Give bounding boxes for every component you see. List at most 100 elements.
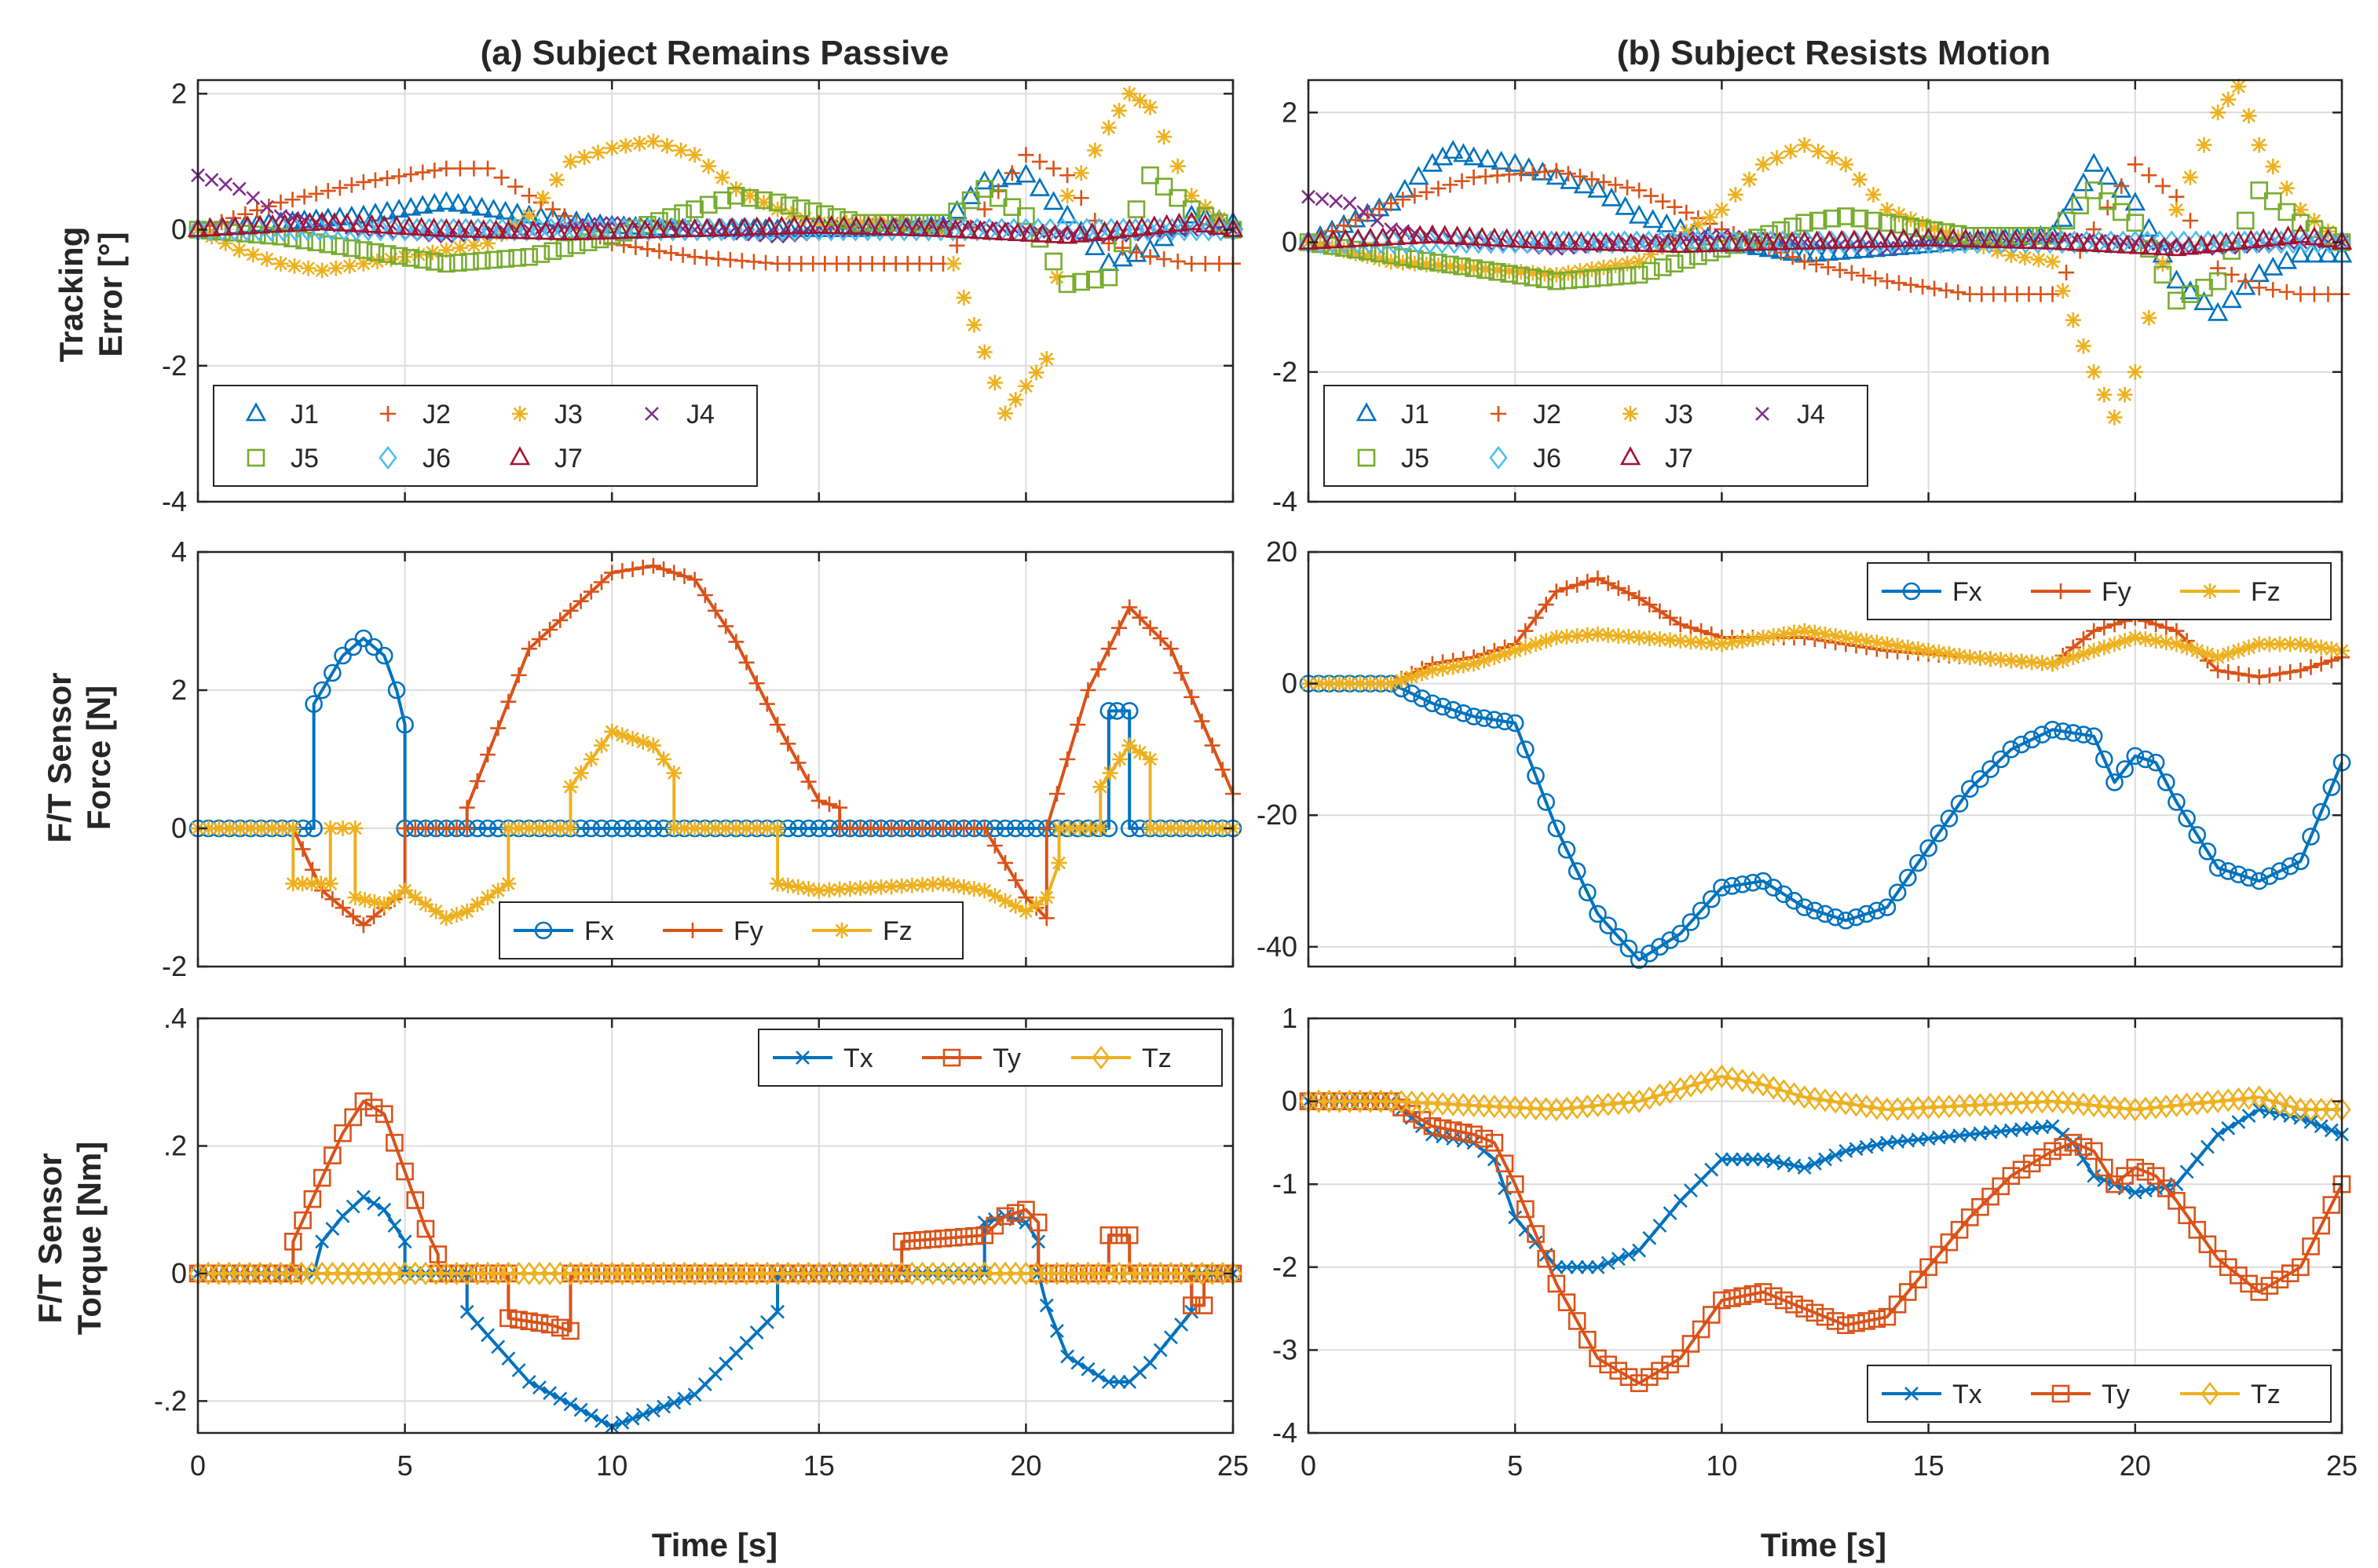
data-point-Fy [738, 654, 755, 671]
data-point-Ty [1671, 1349, 1690, 1368]
data-point-Fz [386, 890, 403, 905]
data-point-J7 [274, 213, 295, 232]
data-point-Fx [396, 715, 414, 734]
data-point-J3 [1169, 158, 1186, 174]
data-point-J5 [1772, 221, 1790, 239]
x-tick-label: 15 [803, 1449, 835, 1482]
data-point-J7 [1781, 231, 1803, 250]
data-point-Ty [955, 1227, 973, 1246]
data-point-J1 [1001, 166, 1023, 185]
legend: Fx Fy Fz [499, 901, 964, 959]
data-point-J3 [1383, 254, 1399, 270]
data-point-J7 [1156, 214, 1177, 233]
data-point-Fz [1162, 821, 1179, 836]
data-point-J2 [1454, 173, 1470, 189]
data-point-Fx [996, 819, 1015, 838]
data-point-J3 [1430, 258, 1447, 274]
data-point-Fz [1142, 821, 1158, 836]
data-point-Fy [1652, 603, 1668, 620]
legend-marker-Fy [685, 923, 701, 938]
legend-marker-Fy [2053, 583, 2069, 599]
data-point-Ty [934, 1229, 953, 1248]
data-point-Tx [1112, 1375, 1126, 1389]
data-point-Fy [469, 773, 485, 789]
data-point-J5 [295, 231, 313, 250]
data-point-Fy [304, 861, 320, 878]
data-point-J7 [2017, 230, 2039, 250]
data-point-Fz [1569, 627, 1586, 644]
data-point-Ty [2292, 1258, 2310, 1277]
data-point-J1 [1573, 174, 1595, 194]
data-point-J7 [746, 216, 767, 236]
data-point-Fy [542, 622, 558, 638]
data-point-Fy [1070, 717, 1086, 733]
legend-label-J3: J3 [554, 400, 583, 429]
data-point-Ty [1485, 1134, 1504, 1152]
data-point-Fx [1120, 702, 1139, 720]
data-point-Fz [1071, 821, 1088, 836]
data-point-Ty [2074, 1138, 2093, 1156]
data-point-Ty [1847, 1314, 1865, 1332]
data-point-J4 [232, 181, 247, 196]
data-point-Ty [1194, 1296, 1213, 1314]
data-point-Fx [613, 819, 631, 838]
data-point-Ty [2260, 1277, 2279, 1295]
data-point-Fy [1121, 599, 1138, 616]
data-point-Fz [770, 875, 786, 892]
data-point-J5 [910, 214, 929, 232]
data-point-Fx [1433, 697, 1452, 716]
data-point-Fy [604, 565, 620, 581]
data-point-J7 [1447, 225, 1468, 245]
data-point-J7 [771, 215, 792, 235]
data-point-Fy [676, 568, 693, 584]
data-point-Ty [1888, 1296, 1907, 1314]
data-point-Fz [232, 821, 248, 836]
data-point-Ty [1960, 1208, 1979, 1226]
y-axis-label-force-line1: F/T Sensor [41, 672, 78, 842]
data-point-Fy [594, 574, 610, 590]
data-point-J7 [547, 221, 569, 240]
data-point-Fx [2260, 867, 2279, 886]
data-point-Tx [2201, 1139, 2215, 1154]
data-point-Tx [594, 1413, 609, 1428]
data-point-Tx [1153, 1343, 1168, 1358]
data-point-J5 [1559, 271, 1578, 290]
data-point-J3 [1714, 202, 1730, 218]
data-point-Ty [1527, 1225, 1545, 1243]
data-point-Fy [2230, 666, 2247, 682]
data-point-J1 [495, 200, 516, 220]
data-point-J7 [709, 217, 730, 236]
data-point-Ty [1029, 1213, 1048, 1232]
data-point-J2 [415, 164, 431, 181]
data-point-J2 [2237, 273, 2254, 290]
data-point-Ty [1743, 1285, 1762, 1303]
data-point-J2 [480, 160, 496, 177]
data-point-Fz [1507, 642, 1524, 659]
data-point-Fx [1527, 766, 1545, 785]
data-point-Fz [1051, 821, 1067, 836]
data-point-Fy [531, 631, 547, 648]
data-point-J3 [2168, 202, 2185, 218]
data-point-Fz [2024, 654, 2040, 671]
data-point-J2 [1371, 201, 1388, 217]
data-point-Fz [780, 877, 796, 894]
data-point-J6 [1542, 230, 1561, 254]
data-point-Fx [1475, 709, 1494, 727]
data-point-J5 [650, 212, 668, 230]
data-point-Fz [800, 881, 817, 897]
data-point-Fy [2241, 667, 2257, 684]
data-point-J2 [1596, 174, 1612, 190]
data-point-Ty [429, 1245, 448, 1263]
data-point-J3 [1454, 259, 1470, 276]
data-point-J5 [1901, 217, 1920, 236]
data-point-J7 [249, 214, 271, 234]
data-point-Tz [1640, 1086, 1659, 1110]
data-point-Fx [2157, 773, 2175, 791]
data-point-Tx [2179, 1164, 2194, 1179]
data-point-J3 [1111, 102, 1128, 119]
data-point-Tx [521, 1375, 536, 1389]
legend-marker-Ty [942, 1048, 961, 1067]
data-point-J3 [1989, 243, 2006, 259]
data-point-J3 [631, 135, 648, 152]
data-point-J5 [2071, 196, 2089, 215]
